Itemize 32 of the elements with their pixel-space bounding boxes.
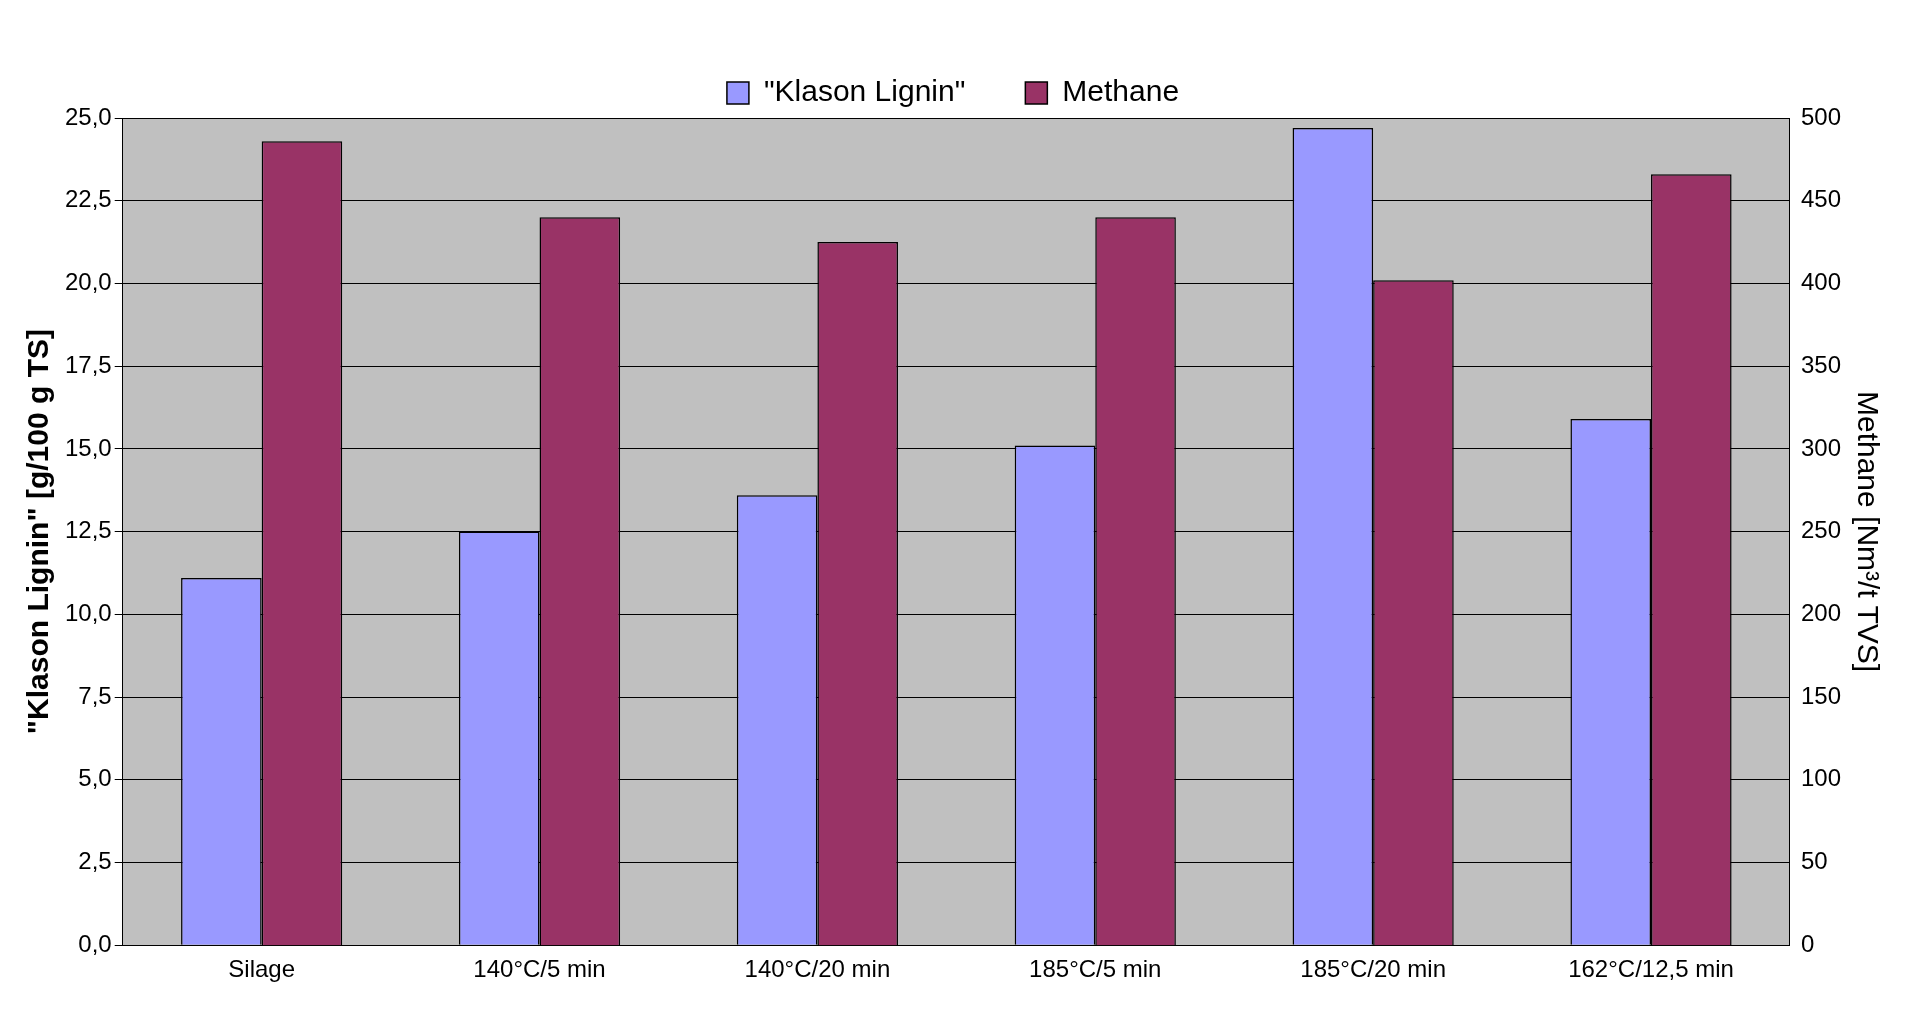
y-tick-label: 12,5 (64, 516, 112, 544)
y2-tick-label: 250 (1800, 516, 1841, 544)
x-tick-label: 185°C/20 min (1300, 955, 1446, 983)
y2-tick-label: 200 (1800, 598, 1841, 626)
y2-axis-title: Methane [Nm³/t TVS] (1851, 390, 1885, 673)
y-tick-label: 25,0 (64, 102, 112, 130)
x-tick-label: 185°C/5 min (1029, 955, 1162, 983)
y2-tick-label: 150 (1800, 681, 1841, 709)
x-tick-label: 140°C/5 min (473, 955, 606, 983)
y-tick-label: 2,5 (78, 847, 112, 875)
y-tick-label: 15,0 (64, 433, 112, 461)
x-tick-label: 162°C/12,5 min (1568, 955, 1734, 983)
legend-label: Methane (1062, 74, 1180, 108)
y-axis-title: "Klason Lignin" [g/100 g TS] (21, 329, 55, 735)
legend-label: "Klason Lignin" (763, 74, 966, 108)
y2-tick-label: 0 (1800, 929, 1815, 957)
y2-tick-label: 450 (1800, 185, 1841, 213)
y-tick-label: 20,0 (64, 268, 112, 296)
y2-tick-label: 400 (1800, 268, 1841, 296)
y-tick-label: 17,5 (64, 350, 112, 378)
y2-tick-label: 50 (1800, 847, 1828, 875)
y2-tick-label: 300 (1800, 433, 1841, 461)
y-tick-label: 10,0 (64, 598, 112, 626)
y-tick-label: 0,0 (78, 929, 112, 957)
y2-tick-label: 500 (1800, 102, 1841, 130)
x-tick-label: Silage (228, 955, 296, 983)
y-tick-label: 5,0 (78, 764, 112, 792)
y2-tick-label: 350 (1800, 350, 1841, 378)
y2-tick-label: 100 (1800, 764, 1841, 792)
y-tick-label: 22,5 (64, 185, 112, 213)
y-tick-label: 7,5 (78, 681, 112, 709)
x-tick-label: 140°C/20 min (744, 955, 891, 983)
